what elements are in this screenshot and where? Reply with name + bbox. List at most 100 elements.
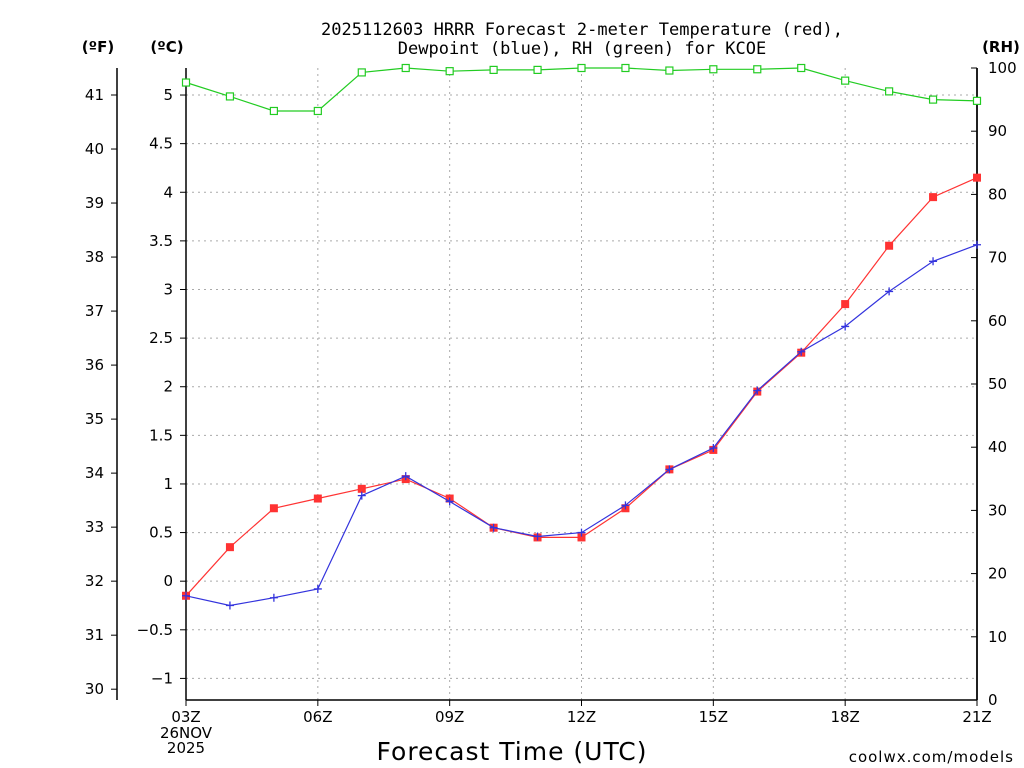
celsius-tick-label: 0.5	[149, 524, 173, 542]
dewpoint-point	[313, 584, 322, 593]
rh-unit-label: (RH)	[982, 38, 1020, 56]
fahrenheit-unit-label: (ºF)	[82, 38, 114, 56]
dewpoint-point	[401, 472, 410, 481]
rh-point	[841, 76, 850, 85]
x-tick-label: 21Z	[962, 708, 991, 726]
rh-tick-label: 30	[988, 501, 1007, 519]
dewpoint-point	[797, 347, 806, 356]
chart-title-line-1: 2025112603 HRRR Forecast 2-meter Tempera…	[321, 20, 843, 40]
rh-point	[445, 67, 454, 76]
rh-tick-label: 80	[988, 185, 1007, 203]
x-tick-label: 15Z	[699, 708, 728, 726]
fahrenheit-axis: 30 31 32 33 34 35 36 37 38 39 40 41	[85, 86, 117, 698]
rh-axis: 0 10 20 30 40 50 60 70 80 90 100	[971, 59, 1017, 709]
dewpoint-point	[621, 501, 630, 510]
rh-tick-label: 60	[988, 312, 1007, 330]
x-tick-label: 06Z	[303, 708, 332, 726]
temperature-point	[225, 543, 234, 552]
rh-point	[972, 96, 982, 105]
temperature-point	[841, 300, 850, 309]
temperature-point	[357, 484, 366, 493]
dewpoint-point	[533, 532, 542, 541]
celsius-tick-label: 5	[163, 86, 173, 104]
dewpoint-point	[182, 591, 190, 600]
x-tick-date-label: 26NOV	[160, 724, 213, 742]
rh-point	[533, 65, 542, 74]
dewpoint-point	[973, 240, 981, 249]
celsius-tick-label: 4	[163, 183, 173, 201]
fahrenheit-tick-label: 38	[85, 248, 104, 266]
x-tick-label: 18Z	[830, 708, 859, 726]
celsius-axis: −1 −0.5 0 0.5 1 1.5 2 2.5 3 3.5 4 4.5 5	[137, 86, 186, 687]
rh-point	[753, 65, 762, 74]
rh-tick-label: 40	[988, 438, 1007, 456]
rh-tick-label: 50	[988, 375, 1007, 393]
fahrenheit-tick-label: 39	[85, 194, 104, 212]
rh-point	[357, 68, 366, 77]
credit-text: coolwx.com/models	[849, 748, 1014, 766]
rh-tick-label: 70	[988, 249, 1007, 267]
fahrenheit-tick-label: 31	[85, 626, 104, 644]
dewpoint-point	[753, 386, 762, 395]
celsius-unit-label: (ºC)	[150, 38, 183, 56]
dewpoint-point	[357, 491, 366, 500]
rh-point	[621, 63, 630, 73]
dewpoint-point	[577, 528, 586, 537]
x-tick-label: 03Z	[171, 708, 200, 726]
fahrenheit-tick-label: 32	[85, 572, 104, 590]
celsius-tick-label: −1	[151, 669, 173, 687]
x-axis-title: Forecast Time (UTC)	[377, 737, 648, 766]
dewpoint-point	[665, 465, 674, 474]
rh-point	[401, 63, 410, 73]
chart-title-line-2: Dewpoint (blue), RH (green) for KCOE	[398, 39, 766, 59]
rh-point	[225, 92, 235, 101]
rh-point	[577, 63, 586, 73]
dewpoint-point	[709, 443, 718, 452]
rh-series	[181, 63, 982, 116]
fahrenheit-tick-label: 40	[85, 140, 104, 158]
celsius-tick-label: 0	[163, 572, 173, 590]
rh-tick-label: 100	[988, 59, 1017, 77]
celsius-tick-label: 4.5	[149, 135, 173, 153]
rh-tick-label: 0	[988, 691, 998, 709]
x-tick-date-label: 2025	[167, 739, 205, 757]
plot-series	[181, 63, 982, 610]
fahrenheit-tick-label: 30	[85, 680, 104, 698]
axes	[116, 68, 978, 701]
celsius-tick-label: −0.5	[137, 621, 173, 639]
celsius-tick-label: 3.5	[149, 232, 173, 250]
rh-point	[489, 65, 498, 74]
temperature-point	[885, 241, 894, 250]
rh-tick-label: 20	[988, 565, 1007, 583]
dewpoint-point	[885, 287, 894, 296]
dewpoint-point	[929, 257, 938, 266]
fahrenheit-tick-label: 34	[85, 464, 104, 482]
fahrenheit-tick-label: 35	[85, 410, 104, 428]
dewpoint-point	[445, 497, 454, 506]
dewpoint-point	[225, 601, 234, 610]
fahrenheit-tick-label: 41	[85, 86, 104, 104]
x-tick-label: 09Z	[435, 708, 464, 726]
dewpoint-series	[182, 240, 981, 610]
dewpoint-point	[841, 322, 850, 331]
temperature-point	[929, 193, 938, 202]
rh-point	[181, 78, 191, 87]
rh-tick-label: 90	[988, 122, 1007, 140]
celsius-tick-label: 1	[163, 475, 173, 493]
temperature-point	[313, 494, 322, 503]
dewpoint-point	[269, 593, 278, 602]
fahrenheit-tick-label: 37	[85, 302, 104, 320]
dewpoint-line	[185, 244, 978, 607]
celsius-tick-label: 2	[163, 378, 173, 396]
celsius-tick-label: 2.5	[149, 329, 173, 347]
gridlines	[186, 68, 977, 700]
fahrenheit-tick-label: 36	[85, 356, 104, 374]
rh-point	[709, 65, 718, 74]
rh-point	[665, 66, 674, 75]
rh-tick-label: 10	[988, 628, 1007, 646]
x-tick-label: 12Z	[567, 708, 596, 726]
celsius-tick-label: 1.5	[149, 426, 173, 444]
temperature-point	[269, 504, 278, 513]
